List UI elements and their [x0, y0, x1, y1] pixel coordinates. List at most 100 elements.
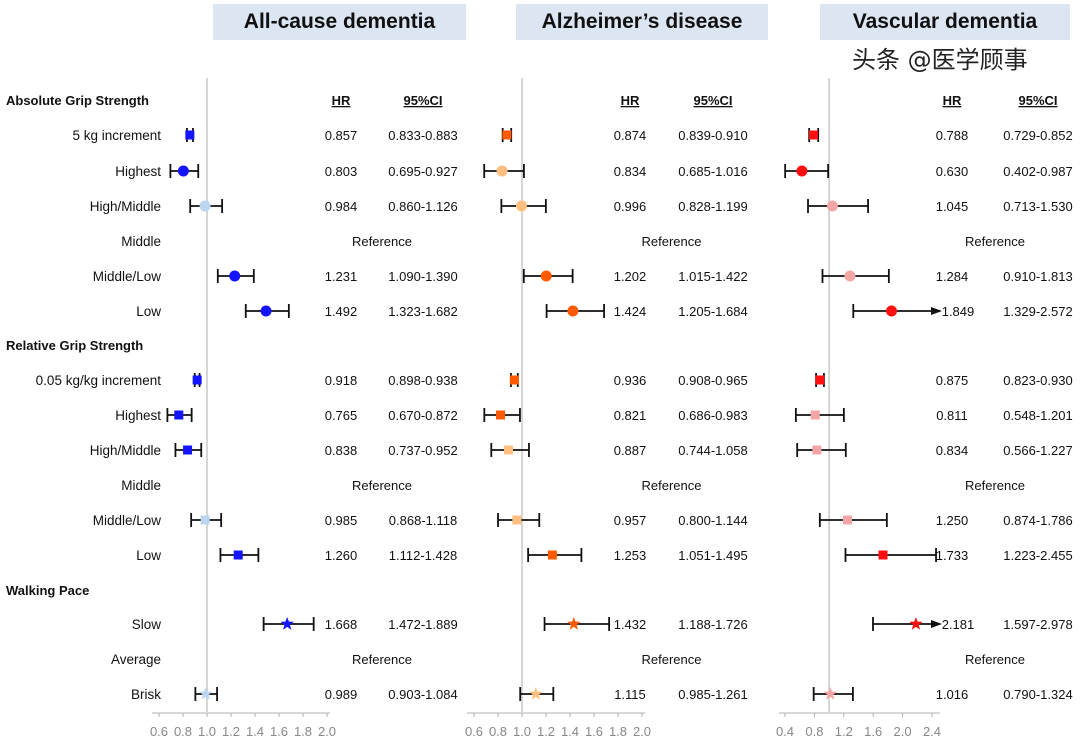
ci-value: 0.670-0.872 [388, 408, 457, 423]
hr-marker-star [280, 617, 294, 630]
x-tick-label: 0.6 [465, 724, 483, 739]
row-label: Brisk [131, 687, 161, 702]
watermark: 头条 @医学顾事 [852, 46, 1028, 74]
hr-marker-square [502, 130, 512, 140]
ci-value: 1.223-2.455 [1003, 548, 1072, 563]
hr-marker-square [496, 410, 506, 420]
x-tick-label: 2.0 [318, 724, 336, 739]
hr-marker-square [809, 130, 819, 140]
hr-marker-circle [229, 270, 241, 282]
x-tick-label: 0.8 [489, 724, 507, 739]
hr-value: 1.492 [325, 304, 358, 319]
x-tick-label: 1.4 [246, 724, 264, 739]
hr-marker-square [812, 445, 822, 455]
panel-title-alzheimers: Alzheimer’s disease [516, 4, 768, 40]
row-label: Middle/Low [93, 269, 162, 284]
x-tick-label: 1.2 [835, 724, 853, 739]
ci-value: 0.903-1.084 [388, 687, 457, 702]
row-header: Relative Grip Strength [6, 338, 143, 353]
x-tick-label: 1.2 [222, 724, 240, 739]
hr-marker-star [567, 617, 581, 630]
ci-value: 0.729-0.852 [1003, 128, 1072, 143]
ci-value: 0.839-0.910 [678, 128, 747, 143]
ci-value: 1.597-2.978 [1003, 617, 1072, 632]
hr-marker-circle [516, 200, 528, 212]
hr-marker-square [174, 410, 184, 420]
ci-value: 1.323-1.682 [388, 304, 457, 319]
hr-value: 0.803 [325, 164, 358, 179]
x-tick-label: 1.0 [198, 724, 216, 739]
ci-value: 0.402-0.987 [1003, 164, 1072, 179]
hr-value: 0.630 [936, 164, 969, 179]
row-label: 0.05 kg/kg increment [36, 373, 162, 388]
hr-value: 0.918 [325, 373, 358, 388]
hr-marker-square [842, 515, 852, 525]
x-tick-label: 1.6 [585, 724, 603, 739]
ci-value: 1.205-1.684 [678, 304, 747, 319]
hr-value: 0.834 [614, 164, 647, 179]
hr-value: 1.202 [614, 269, 647, 284]
x-tick-label: 1.0 [513, 724, 531, 739]
hr-value: 0.838 [325, 443, 358, 458]
hr-marker-circle [260, 305, 272, 317]
hr-marker-square [192, 375, 202, 385]
hr-marker-star [823, 687, 837, 700]
reference-label: Reference [352, 478, 412, 493]
x-tick-label: 0.4 [776, 724, 794, 739]
hr-value: 1.849 [942, 304, 975, 319]
row-label: Middle/Low [93, 513, 162, 528]
reference-label: Reference [965, 478, 1025, 493]
hr-marker-square [512, 515, 522, 525]
row-label: Low [136, 304, 161, 319]
hr-marker-square [200, 515, 210, 525]
row-label: Low [136, 548, 161, 563]
reference-label: Reference [965, 652, 1025, 667]
row-label: Average [111, 652, 161, 667]
hr-value: 2.181 [942, 617, 975, 632]
hr-value: 0.984 [325, 199, 358, 214]
ci-value: 0.686-0.983 [678, 408, 747, 423]
ci-value: 0.910-1.813 [1003, 269, 1072, 284]
hr-value: 0.996 [614, 199, 647, 214]
hr-marker-square [815, 375, 825, 385]
row-label: Middle [121, 478, 161, 493]
hr-marker-square [878, 550, 888, 560]
row-label: 5 kg increment [72, 128, 161, 143]
hr-marker-square [233, 550, 243, 560]
ci-value: 0.833-0.883 [388, 128, 457, 143]
hr-value: 0.765 [325, 408, 358, 423]
hr-value: 0.788 [936, 128, 969, 143]
ci-value: 1.051-1.495 [678, 548, 747, 563]
hr-marker-circle [199, 200, 211, 212]
x-tick-label: 0.6 [150, 724, 168, 739]
hr-marker-square [183, 445, 193, 455]
ci-column-header: 95%CI [403, 93, 442, 108]
x-tick-label: 1.2 [537, 724, 555, 739]
row-label: Slow [132, 617, 162, 632]
hr-value: 0.887 [614, 443, 647, 458]
x-tick-label: 2.4 [923, 724, 941, 739]
x-tick-label: 2.0 [633, 724, 651, 739]
hr-value: 0.875 [936, 373, 969, 388]
hr-marker-circle [567, 305, 579, 317]
panel-title-vascular: Vascular dementia [820, 4, 1070, 40]
hr-value: 1.432 [614, 617, 647, 632]
ci-value: 0.744-1.058 [678, 443, 747, 458]
x-tick-label: 1.6 [270, 724, 288, 739]
hr-value: 0.834 [936, 443, 969, 458]
hr-value: 1.284 [936, 269, 969, 284]
x-tick-label: 2.0 [894, 724, 912, 739]
reference-label: Reference [642, 234, 702, 249]
reference-label: Reference [965, 234, 1025, 249]
row-label: High/Middle [90, 443, 161, 458]
hr-value: 1.115 [614, 687, 646, 702]
hr-value: 0.957 [614, 513, 647, 528]
hr-value: 1.260 [325, 548, 358, 563]
ci-value: 0.828-1.199 [678, 199, 747, 214]
hr-marker-star [199, 687, 213, 700]
hr-marker-circle [844, 270, 856, 282]
ci-arrow [931, 307, 942, 315]
row-label: Middle [121, 234, 161, 249]
hr-column-header: HR [621, 93, 640, 108]
